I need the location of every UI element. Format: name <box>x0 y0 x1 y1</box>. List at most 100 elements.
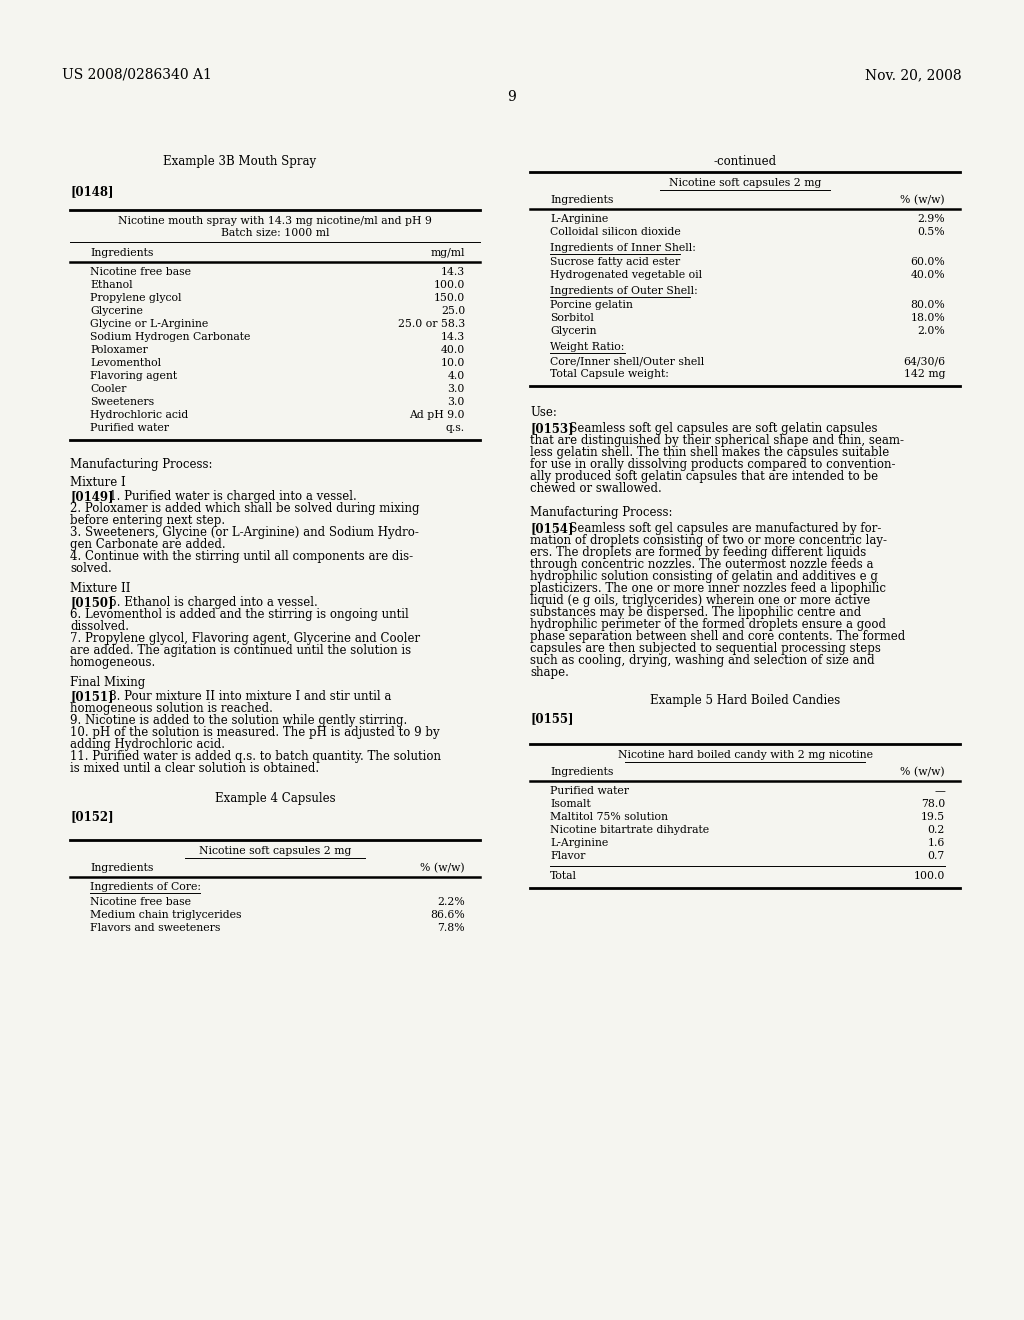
Text: Glycine or L-Arginine: Glycine or L-Arginine <box>90 319 208 329</box>
Text: % (w/w): % (w/w) <box>900 195 945 206</box>
Text: for use in orally dissolving products compared to convention-: for use in orally dissolving products co… <box>530 458 896 471</box>
Text: 18.0%: 18.0% <box>910 313 945 323</box>
Text: chewed or swallowed.: chewed or swallowed. <box>530 482 662 495</box>
Text: 40.0: 40.0 <box>440 345 465 355</box>
Text: 86.6%: 86.6% <box>430 909 465 920</box>
Text: Nicotine soft capsules 2 mg: Nicotine soft capsules 2 mg <box>669 178 821 187</box>
Text: gen Carbonate are added.: gen Carbonate are added. <box>70 539 225 550</box>
Text: plasticizers. The one or more inner nozzles feed a lipophilic: plasticizers. The one or more inner nozz… <box>530 582 886 595</box>
Text: 0.2: 0.2 <box>928 825 945 836</box>
Text: [0154]: [0154] <box>530 521 573 535</box>
Text: 6. Levomenthol is added and the stirring is ongoing until: 6. Levomenthol is added and the stirring… <box>70 609 409 620</box>
Text: 100.0: 100.0 <box>433 280 465 290</box>
Text: Ingredients: Ingredients <box>550 195 613 205</box>
Text: 3.0: 3.0 <box>447 397 465 407</box>
Text: L-Arginine: L-Arginine <box>550 214 608 224</box>
Text: 25.0 or 58.3: 25.0 or 58.3 <box>397 319 465 329</box>
Text: 2.9%: 2.9% <box>918 214 945 224</box>
Text: 100.0: 100.0 <box>913 871 945 880</box>
Text: Sweeteners: Sweeteners <box>90 397 155 407</box>
Text: mation of droplets consisting of two or more concentric lay-: mation of droplets consisting of two or … <box>530 535 887 546</box>
Text: Porcine gelatin: Porcine gelatin <box>550 300 633 310</box>
Text: Cooler: Cooler <box>90 384 126 393</box>
Text: Ingredients of Outer Shell:: Ingredients of Outer Shell: <box>550 286 697 296</box>
Text: hydrophilic perimeter of the formed droplets ensure a good: hydrophilic perimeter of the formed drop… <box>530 618 886 631</box>
Text: q.s.: q.s. <box>445 422 465 433</box>
Text: Colloidal silicon dioxide: Colloidal silicon dioxide <box>550 227 681 238</box>
Text: Hydrochloric acid: Hydrochloric acid <box>90 411 188 420</box>
Text: 10.0: 10.0 <box>440 358 465 368</box>
Text: Manufacturing Process:: Manufacturing Process: <box>70 458 213 471</box>
Text: 9: 9 <box>508 90 516 104</box>
Text: Glycerine: Glycerine <box>90 306 143 315</box>
Text: L-Arginine: L-Arginine <box>550 838 608 847</box>
Text: substances may be dispersed. The lipophilic centre and: substances may be dispersed. The lipophi… <box>530 606 861 619</box>
Text: 1.6: 1.6 <box>928 838 945 847</box>
Text: 0.5%: 0.5% <box>918 227 945 238</box>
Text: Total Capsule weight:: Total Capsule weight: <box>550 370 669 379</box>
Text: shape.: shape. <box>530 667 569 678</box>
Text: Nicotine soft capsules 2 mg: Nicotine soft capsules 2 mg <box>199 846 351 855</box>
Text: Use:: Use: <box>530 407 557 418</box>
Text: Flavor: Flavor <box>550 851 586 861</box>
Text: 25.0: 25.0 <box>440 306 465 315</box>
Text: 4.0: 4.0 <box>447 371 465 381</box>
Text: Batch size: 1000 ml: Batch size: 1000 ml <box>221 228 330 238</box>
Text: Seamless soft gel capsules are manufactured by for-: Seamless soft gel capsules are manufactu… <box>558 521 882 535</box>
Text: Nicotine free base: Nicotine free base <box>90 267 191 277</box>
Text: Ingredients of Inner Shell:: Ingredients of Inner Shell: <box>550 243 696 253</box>
Text: 9. Nicotine is added to the solution while gently stirring.: 9. Nicotine is added to the solution whi… <box>70 714 408 727</box>
Text: Maltitol 75% solution: Maltitol 75% solution <box>550 812 668 822</box>
Text: 7.8%: 7.8% <box>437 923 465 933</box>
Text: through concentric nozzles. The outermost nozzle feeds a: through concentric nozzles. The outermos… <box>530 558 873 572</box>
Text: Mixture I: Mixture I <box>70 477 126 488</box>
Text: Core/Inner shell/Outer shell: Core/Inner shell/Outer shell <box>550 356 705 366</box>
Text: 11. Purified water is added q.s. to batch quantity. The solution: 11. Purified water is added q.s. to batc… <box>70 750 441 763</box>
Text: 2.0%: 2.0% <box>918 326 945 337</box>
Text: Hydrogenated vegetable oil: Hydrogenated vegetable oil <box>550 271 702 280</box>
Text: Nicotine mouth spray with 14.3 mg nicotine/ml and pH 9: Nicotine mouth spray with 14.3 mg nicoti… <box>118 216 432 226</box>
Text: Mixture II: Mixture II <box>70 582 130 595</box>
Text: 40.0%: 40.0% <box>910 271 945 280</box>
Text: adding Hydrochloric acid.: adding Hydrochloric acid. <box>70 738 225 751</box>
Text: Propylene glycol: Propylene glycol <box>90 293 181 304</box>
Text: Poloxamer: Poloxamer <box>90 345 147 355</box>
Text: Purified water: Purified water <box>90 422 169 433</box>
Text: less gelatin shell. The thin shell makes the capsules suitable: less gelatin shell. The thin shell makes… <box>530 446 889 459</box>
Text: Example 5 Hard Boiled Candies: Example 5 Hard Boiled Candies <box>650 694 840 708</box>
Text: 60.0%: 60.0% <box>910 257 945 267</box>
Text: 1. Purified water is charged into a vessel.: 1. Purified water is charged into a vess… <box>98 490 356 503</box>
Text: [0148]: [0148] <box>70 185 114 198</box>
Text: 3. Sweeteners, Glycine (or L-Arginine) and Sodium Hydro-: 3. Sweeteners, Glycine (or L-Arginine) a… <box>70 525 419 539</box>
Text: Ingredients: Ingredients <box>550 767 613 777</box>
Text: homogeneous solution is reached.: homogeneous solution is reached. <box>70 702 272 715</box>
Text: 64/30/6: 64/30/6 <box>903 356 945 366</box>
Text: —: — <box>934 785 945 796</box>
Text: 19.5: 19.5 <box>921 812 945 822</box>
Text: that are distinguished by their spherical shape and thin, seam-: that are distinguished by their spherica… <box>530 434 904 447</box>
Text: Manufacturing Process:: Manufacturing Process: <box>530 506 673 519</box>
Text: Ingredients of Core:: Ingredients of Core: <box>90 882 201 892</box>
Text: -continued: -continued <box>714 154 776 168</box>
Text: 78.0: 78.0 <box>921 799 945 809</box>
Text: % (w/w): % (w/w) <box>900 767 945 777</box>
Text: 3.0: 3.0 <box>447 384 465 393</box>
Text: Weight Ratio:: Weight Ratio: <box>550 342 625 352</box>
Text: 14.3: 14.3 <box>440 267 465 277</box>
Text: [0151]: [0151] <box>70 690 114 704</box>
Text: Total: Total <box>550 871 577 880</box>
Text: Nov. 20, 2008: Nov. 20, 2008 <box>865 69 962 82</box>
Text: Isomalt: Isomalt <box>550 799 591 809</box>
Text: Medium chain triglycerides: Medium chain triglycerides <box>90 909 242 920</box>
Text: ers. The droplets are formed by feeding different liquids: ers. The droplets are formed by feeding … <box>530 546 866 558</box>
Text: are added. The agitation is continued until the solution is: are added. The agitation is continued un… <box>70 644 411 657</box>
Text: Sorbitol: Sorbitol <box>550 313 594 323</box>
Text: 2.2%: 2.2% <box>437 898 465 907</box>
Text: Ingredients: Ingredients <box>90 248 154 257</box>
Text: Purified water: Purified water <box>550 785 629 796</box>
Text: 7. Propylene glycol, Flavoring agent, Glycerine and Cooler: 7. Propylene glycol, Flavoring agent, Gl… <box>70 632 420 645</box>
Text: Seamless soft gel capsules are soft gelatin capsules: Seamless soft gel capsules are soft gela… <box>558 422 878 436</box>
Text: ally produced soft gelatin capsules that are intended to be: ally produced soft gelatin capsules that… <box>530 470 879 483</box>
Text: Sodium Hydrogen Carbonate: Sodium Hydrogen Carbonate <box>90 333 251 342</box>
Text: phase separation between shell and core contents. The formed: phase separation between shell and core … <box>530 630 905 643</box>
